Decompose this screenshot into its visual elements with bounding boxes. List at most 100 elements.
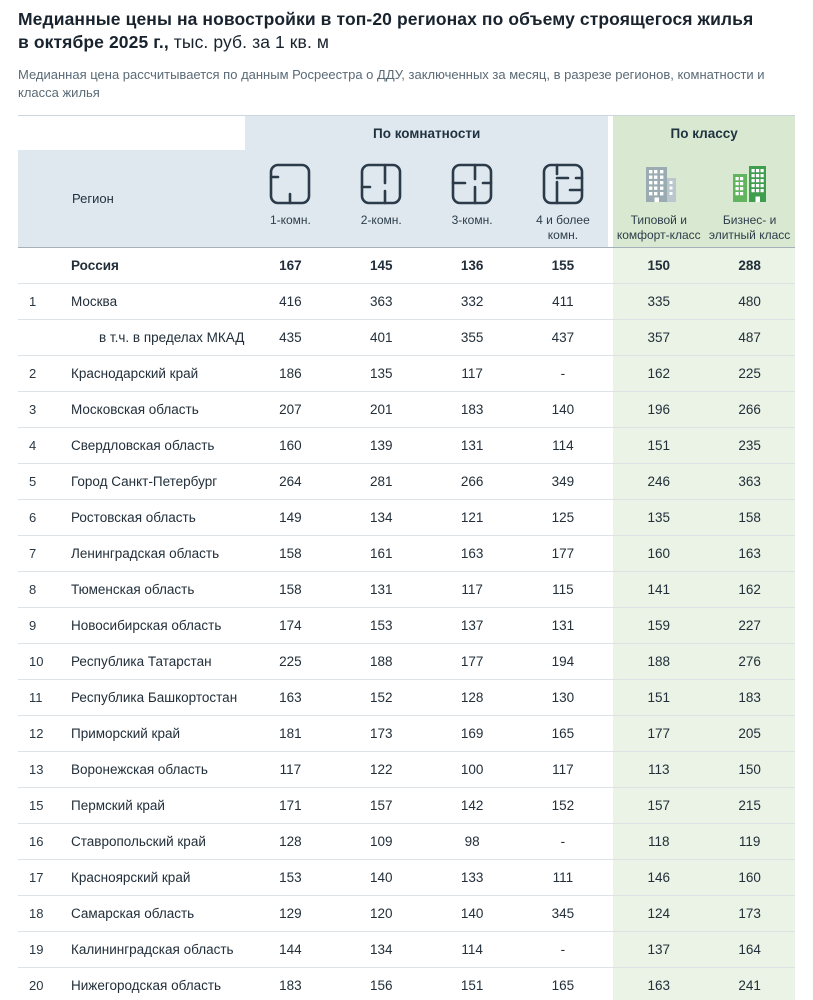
table-row: 9 Новосибирская область 174 153 137 131 159 227 (18, 608, 795, 645)
table-row: 12 Приморский край 181 173 169 165 177 205 (18, 716, 795, 753)
row-value: 119 (704, 824, 795, 860)
row-rank: 8 (29, 582, 37, 598)
row-value: 149 (279, 510, 302, 526)
row-value: 480 (704, 284, 795, 320)
table-row: 8 Тюменская область 158 131 117 115 141 162 (18, 572, 795, 609)
row-value: 174 (279, 618, 302, 634)
row-value: 115 (552, 582, 574, 598)
row-value: 162 (613, 356, 705, 392)
table-row: 5 Город Санкт-Петербург 264 281 266 349 246 363 (18, 464, 795, 501)
row-value: 225 (704, 356, 795, 392)
row-value: 188 (369, 654, 393, 670)
column-gap (608, 150, 614, 248)
row-value: 161 (369, 546, 393, 562)
row-region: Самарская область (71, 906, 195, 922)
row-value: 335 (613, 284, 705, 320)
column-gap (608, 968, 614, 1000)
row-value: 157 (369, 798, 393, 814)
row-value: 188 (613, 644, 705, 680)
table-row: 16 Ставропольский край 128 109 98 - 118 119 (18, 824, 795, 861)
column-gap (608, 572, 614, 608)
column-gap (608, 356, 614, 392)
row-region: в т.ч. в пределах МКАД (99, 330, 245, 346)
table-row: 17 Красноярский край 153 140 133 111 146 160 (18, 860, 795, 897)
row-region: Москва (71, 294, 118, 310)
row-rank: 19 (29, 942, 44, 958)
row-value: 160 (279, 438, 302, 454)
table-body: Россия 167 145 136 155 150 288 1 Москва 416 363 332… (18, 248, 795, 1000)
row-value: 151 (613, 428, 705, 464)
column-gap (608, 392, 614, 428)
row-region: Свердловская область (71, 438, 215, 454)
row-value: 114 (552, 438, 574, 454)
row-value: 118 (613, 824, 705, 860)
column-header-comfort-class: Типовой и комфорт-класс (613, 150, 705, 248)
row-value: 137 (613, 932, 705, 968)
row-value: 165 (551, 726, 575, 742)
row-value: 186 (279, 366, 302, 382)
row-value: 121 (460, 510, 484, 526)
row-value: 135 (613, 500, 705, 536)
row-value: 355 (460, 330, 484, 346)
row-value: 158 (279, 546, 302, 562)
row-value: 183 (279, 978, 302, 994)
column-gap (608, 716, 614, 752)
row-region: Тюменская область (71, 582, 195, 598)
row-value: 109 (369, 834, 393, 850)
row-value: 487 (704, 320, 795, 356)
column-label: 2-комн. (360, 213, 402, 228)
row-rank (18, 320, 63, 355)
row-value: 100 (460, 762, 484, 778)
row-value: 167 (279, 258, 302, 274)
table-row: 10 Республика Татарстан 225 188 177 194 188 276 (18, 644, 795, 681)
column-gap (608, 464, 614, 500)
column-gap (608, 752, 614, 788)
row-rank: 20 (29, 978, 44, 994)
column-label: 3-комн. (451, 213, 493, 228)
row-value: 158 (704, 500, 795, 536)
row-value: 111 (552, 870, 574, 886)
row-value: 158 (279, 582, 302, 598)
row-value: 136 (460, 258, 484, 274)
row-value: 133 (460, 870, 484, 886)
floorplan-2room-icon (360, 164, 402, 205)
row-value: 163 (460, 546, 484, 562)
row-value: 173 (369, 726, 393, 742)
row-rank: 3 (29, 402, 37, 418)
table-row: 13 Воронежская область 117 122 100 117 113 150 (18, 752, 795, 789)
row-value: 163 (704, 536, 795, 572)
row-value: 124 (613, 896, 705, 932)
row-value: 160 (613, 536, 705, 572)
building-comfort-icon (645, 167, 676, 203)
row-value: 151 (460, 978, 484, 994)
row-value: 113 (613, 752, 705, 788)
row-rank: 13 (29, 762, 44, 778)
row-value: 135 (369, 366, 393, 382)
column-gap (608, 860, 614, 896)
row-value: 145 (369, 258, 393, 274)
row-value: 288 (704, 248, 795, 284)
row-value: 207 (279, 402, 302, 418)
row-value: 183 (460, 402, 484, 418)
row-value: 177 (551, 546, 575, 562)
row-value: 194 (551, 654, 575, 670)
row-value: 345 (551, 906, 575, 922)
row-rank: 6 (29, 510, 37, 526)
row-value: 159 (613, 608, 705, 644)
row-value: 183 (704, 680, 795, 716)
column-gap (608, 608, 614, 644)
table-row: 7 Ленинградская область 158 161 163 177 160 163 (18, 536, 795, 573)
row-value: 196 (613, 392, 705, 428)
row-region: Ленинградская область (71, 546, 220, 562)
table-row: Россия 167 145 136 155 150 288 (18, 248, 795, 285)
table-row: 3 Московская область 207 201 183 140 196 266 (18, 392, 795, 429)
column-gap (608, 284, 614, 320)
column-gap (608, 788, 614, 824)
row-value: 332 (460, 294, 484, 310)
row-region: Ростовская область (71, 510, 196, 526)
row-value: 165 (551, 978, 575, 994)
row-value: 163 (279, 690, 302, 706)
row-value: 401 (369, 330, 393, 346)
row-value: 266 (460, 474, 484, 490)
column-gap (608, 320, 614, 356)
